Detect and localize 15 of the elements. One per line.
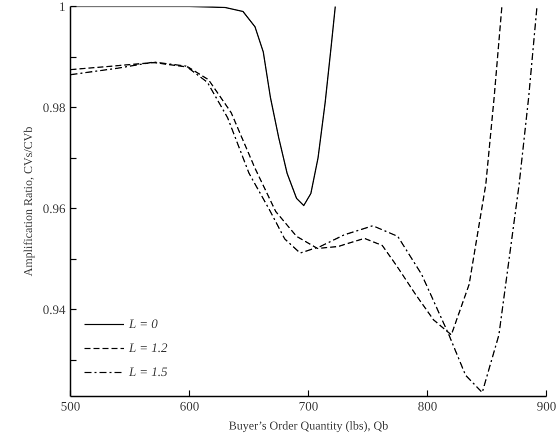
y-axis-title: Amplification Ratio, CVs/CVb xyxy=(20,126,35,276)
y-tick-label: 0.94 xyxy=(42,302,66,318)
x-tick-label: 500 xyxy=(60,398,80,414)
line-series xyxy=(70,6,538,394)
legend-label: L = 1.2 xyxy=(129,340,168,356)
x-tick-label: 800 xyxy=(418,398,438,414)
x-tick-label: 600 xyxy=(180,398,200,414)
legend-label: L = 0 xyxy=(129,316,158,332)
x-tick-label: 700 xyxy=(298,398,318,414)
y-tick-label: 1 xyxy=(59,0,66,14)
x-tick-label: 900 xyxy=(536,398,556,414)
y-tick-label: 0.98 xyxy=(42,100,66,116)
legend-label: L = 1.5 xyxy=(129,364,168,380)
y-tick-label: 0.96 xyxy=(42,201,66,216)
x-axis-title: Buyer’s Order Quantity (lbs), Qb xyxy=(228,418,388,432)
